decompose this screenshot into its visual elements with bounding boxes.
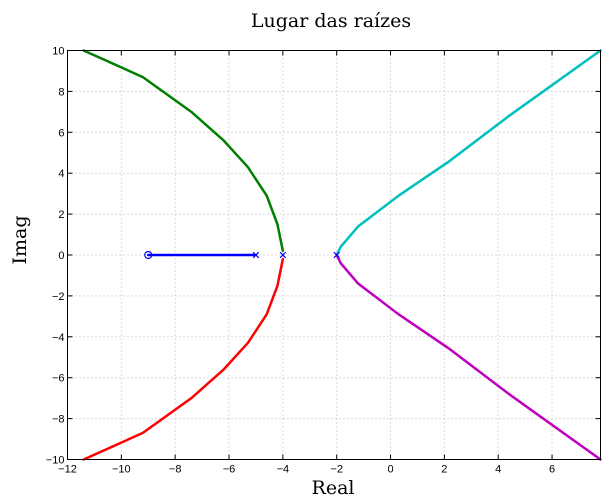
pole-zero-markers	[144, 250, 340, 260]
x-tick-label: −6	[223, 464, 236, 476]
pole-marker	[333, 251, 340, 259]
y-tick-label: −4	[52, 332, 65, 344]
x-tick-label: −12	[58, 464, 77, 476]
grid-lines	[67, 50, 601, 460]
y-tick-label: 4	[58, 168, 64, 180]
x-tick-label: 4	[495, 464, 501, 476]
pole-marker	[279, 251, 287, 259]
zero-marker	[144, 250, 153, 260]
locus-branch-4	[335, 49, 602, 257]
y-tick-label: 0	[58, 250, 64, 262]
y-tick-label: −6	[52, 373, 65, 385]
x-tick-label: −8	[169, 464, 182, 476]
locus-branch-2	[82, 49, 285, 253]
y-tick-label: −2	[52, 291, 65, 303]
y-tick-label: −8	[52, 414, 65, 426]
locus-branch-5	[335, 253, 602, 461]
x-tick-label: 2	[441, 464, 447, 476]
x-tick-label: 0	[387, 464, 393, 476]
locus-branches	[82, 49, 602, 461]
y-tick-label: −10	[46, 455, 65, 467]
y-tick-label: 10	[52, 46, 64, 58]
y-tick-label: 6	[58, 127, 64, 139]
x-tick-label: −4	[277, 464, 290, 476]
x-tick-label: 6	[549, 464, 555, 476]
chart-title: Lugar das raízes	[251, 10, 411, 32]
x-axis-label: Real	[312, 477, 355, 498]
y-tick-label: 8	[58, 86, 64, 98]
pole-marker	[252, 251, 260, 259]
locus-branch-3	[82, 257, 285, 461]
x-tick-label: −2	[330, 464, 343, 476]
y-axis-label: Imag	[9, 215, 31, 264]
x-tick-label: −10	[112, 464, 131, 476]
y-tick-label: 2	[58, 209, 64, 221]
